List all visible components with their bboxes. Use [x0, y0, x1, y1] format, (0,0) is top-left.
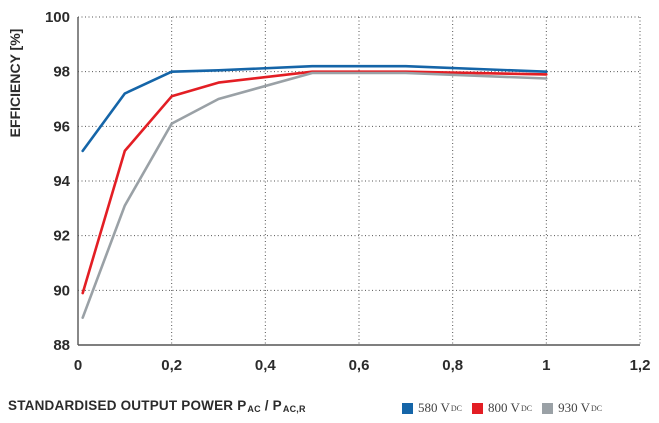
x-tick-label: 0 — [74, 357, 82, 374]
y-tick-label: 94 — [53, 173, 70, 190]
axes — [77, 17, 640, 346]
legend: 580 V DC 800 V DC 930 V DC — [402, 400, 602, 416]
x-tick-label: 0,8 — [442, 357, 463, 374]
y-tick-label: 98 — [53, 64, 70, 81]
x-tick-label: 0,4 — [255, 357, 277, 374]
series-line-930v — [81, 71, 548, 320]
x-axis-title-sub-acr: AC,R — [282, 404, 306, 414]
legend-item-580v: 580 V DC — [402, 400, 462, 416]
legend-swatch-930v — [542, 402, 554, 414]
x-tick-label: 1 — [542, 357, 550, 374]
series-line-580v — [81, 64, 548, 153]
legend-label-580v: 580 V — [418, 400, 450, 415]
legend-label-800v: 800 V — [488, 400, 520, 415]
series-lines — [81, 64, 548, 320]
y-tick-label: 88 — [53, 337, 70, 354]
y-tick-label: 96 — [53, 118, 70, 135]
x-tick-label: 1,2 — [630, 357, 651, 374]
legend-label-930v: 930 V — [558, 400, 590, 415]
x-axis-title: STANDARDISED OUTPUT POWER PAC / PAC,R — [8, 398, 306, 414]
legend-sub-930v: DC — [590, 403, 603, 413]
tick-labels: 88 90 92 94 96 98 100 0 0,2 0,4 0,6 0,8 1 1,2 — [45, 9, 650, 374]
y-tick-label: 100 — [45, 9, 70, 26]
x-tick-label: 0,2 — [161, 357, 182, 374]
legend-swatch-580v — [402, 402, 413, 414]
efficiency-chart: 88 90 92 94 96 98 100 0 0,2 0,4 0,6 0,8 1 1,2 EFFICIE… — [7, 9, 650, 374]
legend-sub-800v: DC — [520, 403, 533, 413]
x-axis-title-text: STANDARDISED OUTPUT POWER P — [8, 398, 247, 413]
legend-item-930v: 930 V DC — [542, 400, 602, 416]
y-axis-title: EFFICIENCY [%] — [7, 29, 23, 138]
legend-sub-580v: DC — [450, 403, 463, 413]
x-tick-label: 0,6 — [349, 357, 370, 374]
x-axis-title-sub-ac: AC — [247, 404, 261, 414]
legend-item-800v: 800 V DC — [472, 400, 532, 416]
y-tick-label: 90 — [53, 282, 70, 299]
y-tick-label: 92 — [53, 228, 70, 245]
x-axis-title-mid: / P — [260, 398, 282, 413]
legend-swatch-800v — [472, 402, 484, 414]
series-line-800v — [81, 70, 548, 295]
